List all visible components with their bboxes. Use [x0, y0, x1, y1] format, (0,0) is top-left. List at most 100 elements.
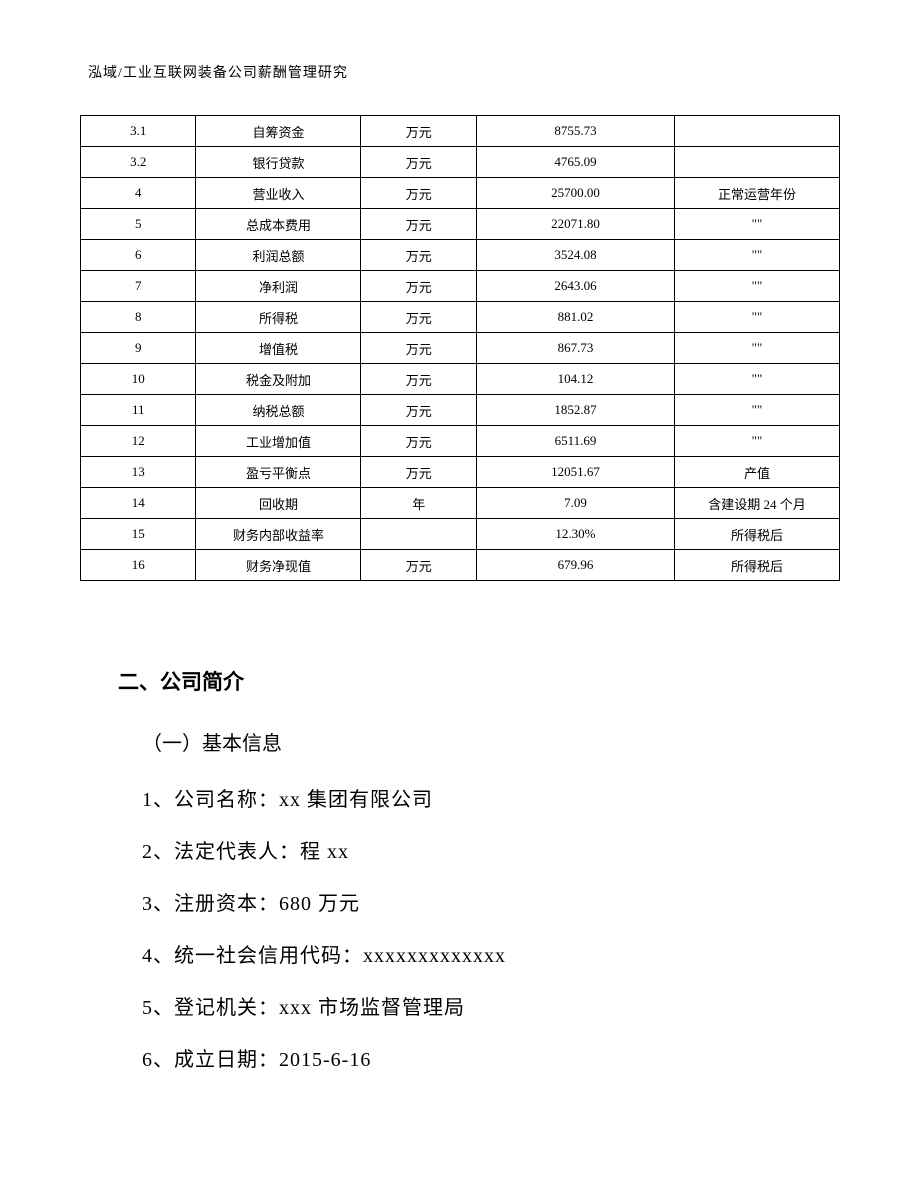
- table-row: 16财务净现值万元679.96所得税后: [81, 550, 840, 581]
- table-row: 7净利润万元2643.06"": [81, 271, 840, 302]
- table-cell: 年: [361, 488, 476, 519]
- table-cell: 万元: [361, 550, 476, 581]
- table-cell: 16: [81, 550, 196, 581]
- table-cell: 679.96: [476, 550, 674, 581]
- table-cell: 6511.69: [476, 426, 674, 457]
- info-line: 4、统一社会信用代码：xxxxxxxxxxxxx: [142, 930, 818, 982]
- table-cell: 盈亏平衡点: [196, 457, 361, 488]
- table-cell: "": [674, 333, 839, 364]
- table-cell: 营业收入: [196, 178, 361, 209]
- table-cell: 4: [81, 178, 196, 209]
- table-row: 11纳税总额万元1852.87"": [81, 395, 840, 426]
- table-cell: 13: [81, 457, 196, 488]
- table-cell: 万元: [361, 333, 476, 364]
- table-row: 15财务内部收益率 12.30%所得税后: [81, 519, 840, 550]
- table-cell: 万元: [361, 147, 476, 178]
- info-line: 3、注册资本：680 万元: [142, 878, 818, 930]
- table-cell: 万元: [361, 395, 476, 426]
- table-cell: 7: [81, 271, 196, 302]
- table-cell: "": [674, 364, 839, 395]
- table-cell: 8: [81, 302, 196, 333]
- table-cell: 产值: [674, 457, 839, 488]
- info-line: 6、成立日期：2015-6-16: [142, 1034, 818, 1086]
- table-cell: 含建设期 24 个月: [674, 488, 839, 519]
- table-cell: "": [674, 395, 839, 426]
- table-cell: 6: [81, 240, 196, 271]
- table-cell: 12: [81, 426, 196, 457]
- table-cell: "": [674, 426, 839, 457]
- table-row: 12工业增加值万元6511.69"": [81, 426, 840, 457]
- table-cell: 7.09: [476, 488, 674, 519]
- info-line: 1、公司名称：xx 集团有限公司: [142, 774, 818, 826]
- table-cell: [674, 116, 839, 147]
- table-cell: 10: [81, 364, 196, 395]
- table-cell: 5: [81, 209, 196, 240]
- table-cell: 正常运营年份: [674, 178, 839, 209]
- company-intro-section: 二、公司简介 （一）基本信息 1、公司名称：xx 集团有限公司2、法定代表人：程…: [118, 655, 818, 1086]
- table-cell: 万元: [361, 271, 476, 302]
- table-row: 3.1自筹资金万元8755.73: [81, 116, 840, 147]
- table-cell: 税金及附加: [196, 364, 361, 395]
- table-cell: 纳税总额: [196, 395, 361, 426]
- subsection-title: （一）基本信息: [142, 718, 818, 770]
- table-cell: 万元: [361, 240, 476, 271]
- table-cell: 万元: [361, 364, 476, 395]
- table-cell: 104.12: [476, 364, 674, 395]
- table-cell: 万元: [361, 209, 476, 240]
- table-cell: 14: [81, 488, 196, 519]
- table-cell: 财务内部收益率: [196, 519, 361, 550]
- table-cell: 万元: [361, 457, 476, 488]
- table-cell: 3.1: [81, 116, 196, 147]
- table-cell: 万元: [361, 178, 476, 209]
- table-cell: 25700.00: [476, 178, 674, 209]
- table-cell: 万元: [361, 302, 476, 333]
- table-cell: 万元: [361, 426, 476, 457]
- table-cell: 11: [81, 395, 196, 426]
- table-cell: 1852.87: [476, 395, 674, 426]
- table-cell: 万元: [361, 116, 476, 147]
- table-cell: 所得税后: [674, 519, 839, 550]
- table-cell: "": [674, 302, 839, 333]
- table-cell: 881.02: [476, 302, 674, 333]
- table-cell: 15: [81, 519, 196, 550]
- table-cell: 22071.80: [476, 209, 674, 240]
- table-cell: 12051.67: [476, 457, 674, 488]
- table-cell: 2643.06: [476, 271, 674, 302]
- table-cell: 3524.08: [476, 240, 674, 271]
- table-cell: 3.2: [81, 147, 196, 178]
- table-cell: 自筹资金: [196, 116, 361, 147]
- table-cell: 9: [81, 333, 196, 364]
- table-cell: [361, 519, 476, 550]
- table-cell: 回收期: [196, 488, 361, 519]
- table-cell: 12.30%: [476, 519, 674, 550]
- info-line: 5、登记机关：xxx 市场监督管理局: [142, 982, 818, 1034]
- table-cell: 财务净现值: [196, 550, 361, 581]
- table-cell: "": [674, 271, 839, 302]
- table-cell: 867.73: [476, 333, 674, 364]
- table-cell: 4765.09: [476, 147, 674, 178]
- table-cell: 8755.73: [476, 116, 674, 147]
- table-cell: [674, 147, 839, 178]
- table-cell: 净利润: [196, 271, 361, 302]
- table-row: 14回收期年7.09含建设期 24 个月: [81, 488, 840, 519]
- table-row: 3.2银行贷款万元4765.09: [81, 147, 840, 178]
- table-cell: 工业增加值: [196, 426, 361, 457]
- table-row: 9增值税万元867.73"": [81, 333, 840, 364]
- financial-table: 3.1自筹资金万元8755.733.2银行贷款万元4765.094营业收入万元2…: [80, 115, 840, 581]
- table-row: 13盈亏平衡点万元12051.67产值: [81, 457, 840, 488]
- table-cell: 利润总额: [196, 240, 361, 271]
- financial-table-container: 3.1自筹资金万元8755.733.2银行贷款万元4765.094营业收入万元2…: [80, 115, 840, 581]
- table-cell: 增值税: [196, 333, 361, 364]
- table-cell: 所得税后: [674, 550, 839, 581]
- table-cell: "": [674, 240, 839, 271]
- table-row: 10税金及附加万元104.12"": [81, 364, 840, 395]
- table-row: 6利润总额万元3524.08"": [81, 240, 840, 271]
- table-cell: 总成本费用: [196, 209, 361, 240]
- page-header: 泓域/工业互联网装备公司薪酬管理研究: [88, 62, 348, 82]
- table-cell: "": [674, 209, 839, 240]
- section-title: 二、公司简介: [118, 655, 818, 710]
- table-cell: 银行贷款: [196, 147, 361, 178]
- info-line: 2、法定代表人：程 xx: [142, 826, 818, 878]
- table-cell: 所得税: [196, 302, 361, 333]
- table-row: 5总成本费用万元22071.80"": [81, 209, 840, 240]
